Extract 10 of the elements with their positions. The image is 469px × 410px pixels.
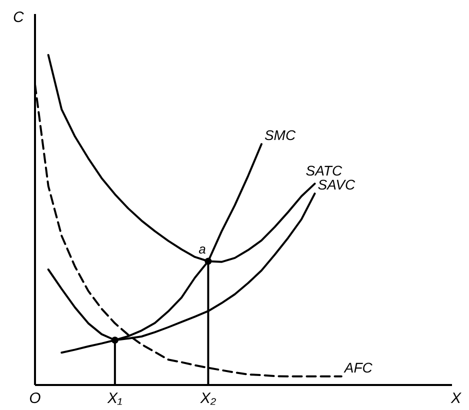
x-axis-title: X: [450, 390, 462, 407]
series-label: SATC: [306, 162, 343, 179]
x-tick-label: X₁: [106, 390, 123, 407]
y-axis-title: C: [13, 9, 24, 26]
series-label: SMC: [264, 127, 296, 144]
x-tick-label: O: [29, 390, 42, 407]
series-label: SAVC: [318, 176, 356, 193]
annotation: a: [198, 241, 206, 256]
x-tick-label: X₂: [199, 390, 216, 407]
series-label: AFC: [343, 359, 374, 376]
